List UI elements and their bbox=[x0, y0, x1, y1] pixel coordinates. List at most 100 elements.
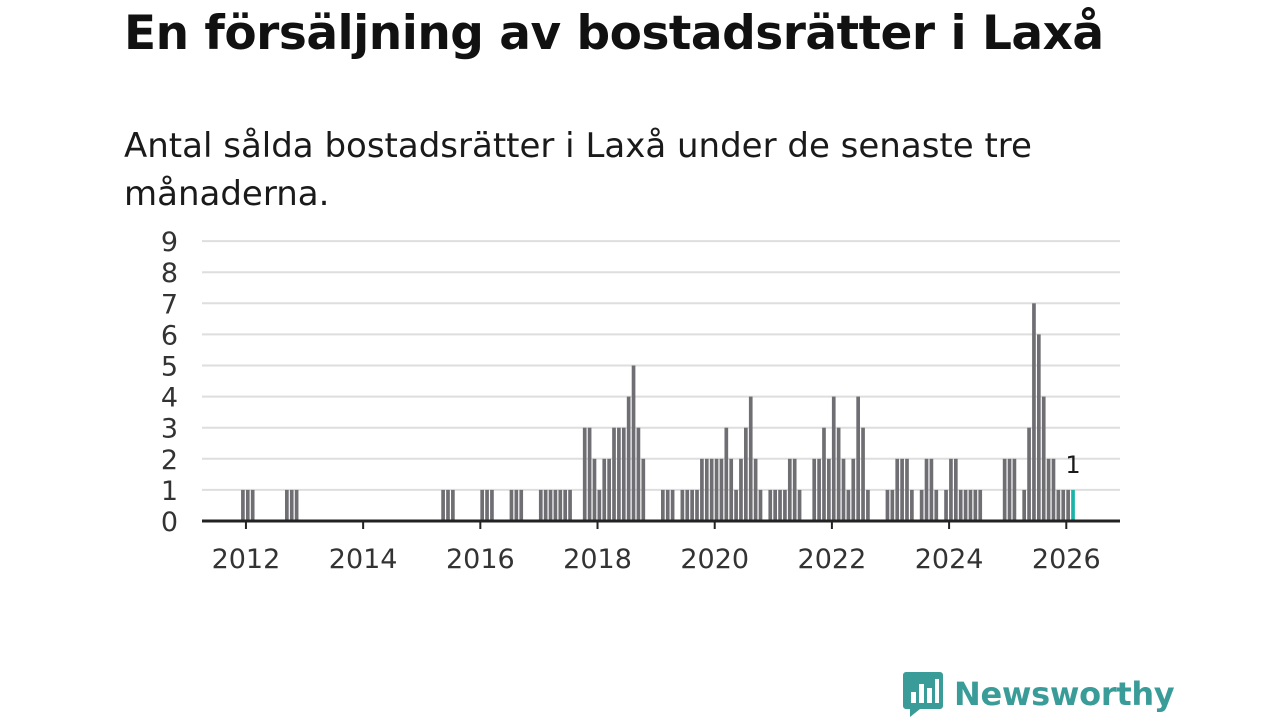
bar bbox=[509, 489, 514, 521]
bar bbox=[558, 489, 563, 521]
bar bbox=[553, 489, 558, 521]
bar bbox=[773, 489, 777, 521]
newsworthy-logo-icon bbox=[903, 672, 943, 717]
bar bbox=[607, 458, 611, 521]
y-tick-label: 8 bbox=[161, 258, 178, 289]
bar bbox=[626, 396, 631, 521]
bar bbox=[1046, 458, 1051, 521]
bar bbox=[1071, 489, 1075, 521]
x-tick-label: 2020 bbox=[680, 544, 749, 575]
bar bbox=[582, 427, 587, 521]
bar bbox=[597, 489, 602, 521]
bar bbox=[866, 489, 870, 521]
bar bbox=[665, 489, 670, 521]
highlight-value-label: 1 bbox=[1065, 451, 1080, 479]
chart-title: En försäljning av bostadsrätter i Laxå bbox=[124, 6, 1104, 61]
bar bbox=[621, 427, 626, 521]
brand-name: Newsworthy bbox=[954, 675, 1175, 713]
bar bbox=[250, 489, 255, 521]
bar bbox=[1061, 489, 1066, 521]
x-tick-label: 2018 bbox=[563, 544, 632, 575]
bar bbox=[905, 458, 909, 521]
bar bbox=[968, 489, 973, 521]
bar bbox=[856, 396, 861, 521]
bar bbox=[778, 489, 782, 521]
bar bbox=[744, 427, 748, 521]
bar bbox=[1056, 489, 1061, 521]
bar bbox=[538, 489, 543, 521]
bar bbox=[548, 489, 553, 521]
bar bbox=[543, 489, 548, 521]
bar bbox=[953, 458, 958, 521]
chart-subtitle: Antal sålda bostadsrätter i Laxå under d… bbox=[124, 126, 1032, 214]
x-tick-label: 2012 bbox=[212, 544, 281, 575]
bar bbox=[792, 458, 797, 521]
bar bbox=[641, 458, 646, 521]
bar bbox=[910, 489, 914, 521]
bar bbox=[973, 489, 978, 521]
bar bbox=[617, 427, 621, 521]
bar bbox=[812, 458, 817, 521]
bar bbox=[568, 489, 572, 521]
y-tick-label: 2 bbox=[161, 445, 178, 476]
bar bbox=[841, 458, 846, 521]
x-tick-label: 2016 bbox=[446, 544, 515, 575]
bar bbox=[680, 489, 685, 521]
bar bbox=[514, 489, 519, 521]
bar bbox=[451, 489, 455, 521]
x-tick-label: 2022 bbox=[798, 544, 867, 575]
bar bbox=[1007, 458, 1012, 521]
bar bbox=[700, 458, 704, 521]
bar bbox=[612, 427, 616, 521]
bar bbox=[695, 489, 699, 521]
bar bbox=[690, 489, 694, 521]
y-tick-label: 6 bbox=[161, 320, 178, 351]
newsworthy-logo: Newsworthy bbox=[902, 670, 1175, 718]
bar bbox=[704, 458, 709, 521]
bar bbox=[958, 489, 963, 521]
bar bbox=[929, 458, 934, 521]
y-tick-label: 7 bbox=[161, 289, 178, 320]
bar bbox=[485, 489, 489, 521]
bar bbox=[963, 489, 968, 521]
y-tick-label: 4 bbox=[161, 383, 178, 414]
gridlines bbox=[202, 240, 1120, 491]
bar bbox=[490, 489, 494, 521]
bar bbox=[245, 489, 250, 521]
bar bbox=[1066, 489, 1070, 521]
bar bbox=[1027, 427, 1031, 521]
bar bbox=[631, 365, 636, 521]
bar bbox=[895, 458, 900, 521]
bar bbox=[739, 458, 743, 521]
x-tick-label: 2026 bbox=[1032, 544, 1101, 575]
bar bbox=[294, 489, 299, 521]
bar bbox=[758, 489, 763, 521]
bar bbox=[924, 458, 929, 521]
bar bbox=[861, 427, 865, 521]
bar bbox=[836, 427, 841, 521]
bar bbox=[724, 427, 729, 521]
bar bbox=[519, 489, 524, 521]
bar bbox=[851, 458, 856, 521]
bar bbox=[602, 458, 607, 521]
bar bbox=[885, 489, 890, 521]
bar bbox=[890, 489, 895, 521]
bar bbox=[441, 489, 445, 521]
bar bbox=[592, 458, 597, 521]
bar bbox=[753, 458, 758, 521]
bar bbox=[1002, 458, 1007, 521]
bar bbox=[285, 489, 289, 521]
bar bbox=[817, 458, 821, 521]
bar bbox=[241, 489, 245, 521]
y-tick-label: 3 bbox=[161, 414, 178, 445]
bar bbox=[709, 458, 714, 521]
bar bbox=[978, 489, 983, 521]
bar bbox=[729, 458, 734, 521]
bar bbox=[685, 489, 690, 521]
bar bbox=[289, 489, 294, 521]
bar bbox=[831, 396, 836, 521]
bar bbox=[768, 489, 773, 521]
bar bbox=[1041, 396, 1046, 521]
data-labels: 1 bbox=[1065, 451, 1080, 479]
